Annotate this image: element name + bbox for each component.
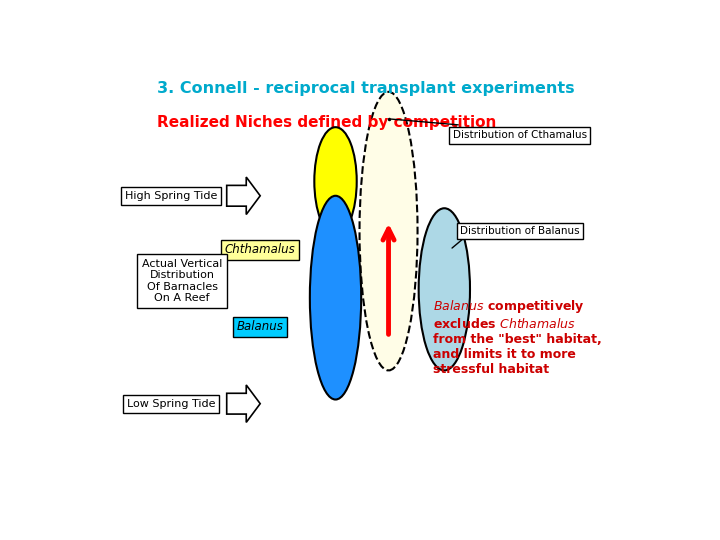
Text: Distribution of Balanus: Distribution of Balanus: [460, 226, 580, 236]
Text: 3. Connell - reciprocal transplant experiments: 3. Connell - reciprocal transplant exper…: [157, 82, 575, 97]
Polygon shape: [227, 177, 260, 214]
Text: $\bf{\it{Balanus}}$ competitively
excludes $\bf{\it{Chthamalus}}$
from the "best: $\bf{\it{Balanus}}$ competitively exclud…: [433, 298, 602, 376]
Ellipse shape: [418, 208, 470, 370]
Text: High Spring Tide: High Spring Tide: [125, 191, 217, 201]
Text: Actual Vertical
Distribution
Of Barnacles
On A Reef: Actual Vertical Distribution Of Barnacle…: [142, 259, 222, 303]
Ellipse shape: [310, 196, 361, 400]
Ellipse shape: [359, 92, 418, 370]
Text: Chthamalus: Chthamalus: [225, 244, 296, 256]
Text: Balanus: Balanus: [237, 320, 284, 333]
Text: Low Spring Tide: Low Spring Tide: [127, 399, 215, 409]
Ellipse shape: [315, 127, 356, 235]
Text: Realized Niches defined by competition: Realized Niches defined by competition: [157, 114, 496, 130]
Polygon shape: [227, 385, 260, 422]
Text: Distribution of Cthamalus: Distribution of Cthamalus: [453, 131, 587, 140]
